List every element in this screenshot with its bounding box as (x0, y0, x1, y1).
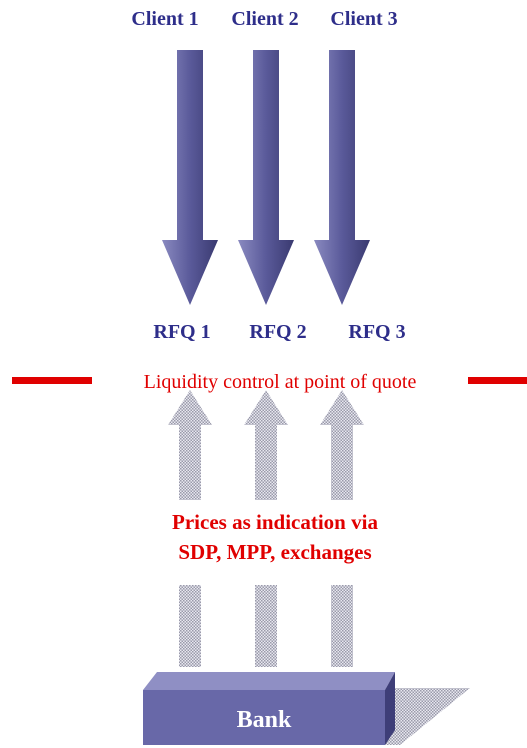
bank-front (143, 690, 385, 745)
bank-label: Bank (237, 707, 292, 733)
bank-side (385, 672, 395, 745)
down-arrow (162, 50, 218, 305)
price-arrows (168, 390, 364, 667)
rfq-label: RFQ 2 (249, 321, 306, 343)
up-arrow (244, 390, 288, 500)
up-arrow-base (255, 585, 277, 667)
prices-label: Prices as indication via (172, 510, 378, 534)
up-arrow-base (179, 585, 201, 667)
up-arrow-base (331, 585, 353, 667)
client-label: Client 1 (131, 8, 198, 30)
up-arrow (168, 390, 212, 500)
control-bar-left (12, 377, 92, 384)
control-bar-right (468, 377, 527, 384)
up-arrow (320, 390, 364, 500)
rfq-label: RFQ 3 (348, 321, 405, 343)
bank-shadow (375, 688, 470, 745)
client-label: Client 2 (231, 8, 298, 30)
prices-label: SDP, MPP, exchanges (178, 540, 371, 564)
control-label: Liquidity control at point of quote (144, 371, 417, 393)
rfq-label: RFQ 1 (153, 321, 210, 343)
client-label: Client 3 (330, 8, 397, 30)
bank-top (143, 672, 395, 690)
down-arrow (238, 50, 294, 305)
client-arrows (162, 50, 370, 305)
down-arrow (314, 50, 370, 305)
